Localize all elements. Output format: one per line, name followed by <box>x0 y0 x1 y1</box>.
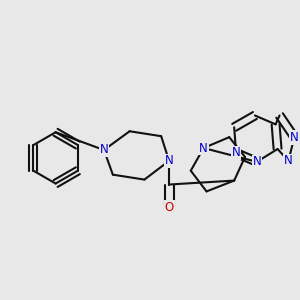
Text: N: N <box>100 143 108 157</box>
Text: N: N <box>199 142 208 154</box>
Text: N: N <box>284 154 293 167</box>
Text: N: N <box>232 146 241 160</box>
Text: O: O <box>164 201 174 214</box>
Text: N: N <box>165 154 173 167</box>
Text: N: N <box>253 155 261 168</box>
Text: N: N <box>290 131 299 144</box>
